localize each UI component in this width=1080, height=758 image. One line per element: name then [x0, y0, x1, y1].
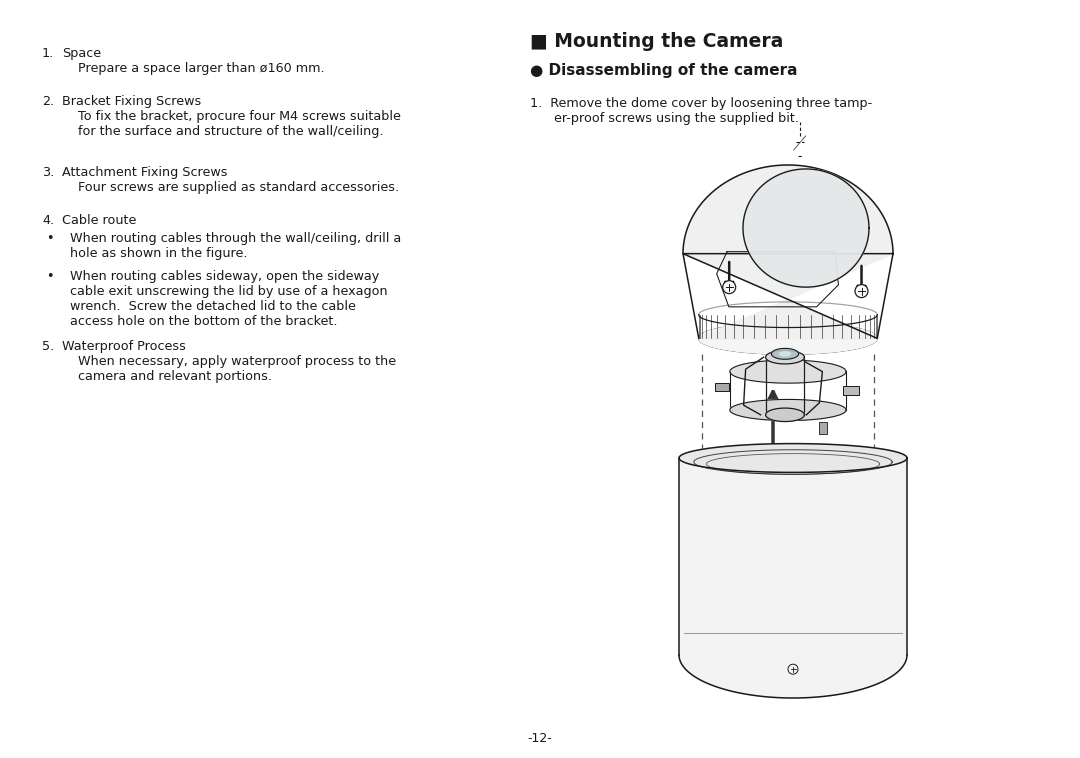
- Text: •: •: [46, 270, 54, 283]
- Text: 4.: 4.: [42, 214, 54, 227]
- Text: 3.: 3.: [42, 166, 54, 179]
- Text: When routing cables through the wall/ceiling, drill a: When routing cables through the wall/cei…: [70, 232, 402, 245]
- Text: ● Disassembling of the camera: ● Disassembling of the camera: [530, 63, 797, 78]
- Polygon shape: [730, 360, 846, 383]
- Polygon shape: [679, 443, 907, 472]
- Polygon shape: [679, 458, 907, 698]
- Text: er-proof screws using the supplied bit.: er-proof screws using the supplied bit.: [530, 112, 799, 125]
- Text: Bracket Fixing Screws: Bracket Fixing Screws: [62, 95, 201, 108]
- Bar: [819, 422, 827, 434]
- Bar: [843, 386, 860, 395]
- Text: 1.  Remove the dome cover by loosening three tamp-: 1. Remove the dome cover by loosening th…: [530, 97, 873, 110]
- Polygon shape: [771, 349, 798, 359]
- Polygon shape: [730, 399, 846, 421]
- Circle shape: [788, 664, 798, 674]
- Text: When necessary, apply waterproof process to the: When necessary, apply waterproof process…: [78, 355, 396, 368]
- Text: cable exit unscrewing the lid by use of a hexagon: cable exit unscrewing the lid by use of …: [70, 285, 388, 298]
- Text: Cable route: Cable route: [62, 214, 136, 227]
- Text: When routing cables sideway, open the sideway: When routing cables sideway, open the si…: [70, 270, 379, 283]
- Text: ■ Mounting the Camera: ■ Mounting the Camera: [530, 32, 783, 51]
- Polygon shape: [780, 352, 791, 356]
- Text: •: •: [46, 232, 54, 245]
- Text: 2.: 2.: [42, 95, 54, 108]
- Text: 5.: 5.: [42, 340, 54, 353]
- Text: -12-: -12-: [528, 732, 552, 745]
- Text: Space: Space: [62, 47, 102, 60]
- Circle shape: [723, 280, 735, 293]
- Text: Attachment Fixing Screws: Attachment Fixing Screws: [62, 166, 228, 179]
- Text: access hole on the bottom of the bracket.: access hole on the bottom of the bracket…: [70, 315, 337, 328]
- Polygon shape: [699, 323, 877, 354]
- Text: for the surface and structure of the wall/ceiling.: for the surface and structure of the wal…: [78, 125, 383, 138]
- Polygon shape: [766, 350, 805, 364]
- Polygon shape: [683, 165, 893, 338]
- Bar: [715, 383, 729, 391]
- Text: camera and relevant portions.: camera and relevant portions.: [78, 370, 272, 383]
- Text: hole as shown in the figure.: hole as shown in the figure.: [70, 247, 247, 260]
- Circle shape: [855, 284, 868, 298]
- Text: To fix the bracket, procure four M4 screws suitable: To fix the bracket, procure four M4 scre…: [78, 110, 401, 123]
- Text: Four screws are supplied as standard accessories.: Four screws are supplied as standard acc…: [78, 181, 400, 194]
- Polygon shape: [766, 408, 805, 421]
- Text: Prepare a space larger than ø160 mm.: Prepare a space larger than ø160 mm.: [78, 62, 325, 75]
- Text: wrench.  Screw the detached lid to the cable: wrench. Screw the detached lid to the ca…: [70, 300, 356, 313]
- Polygon shape: [743, 169, 869, 287]
- Text: Waterproof Process: Waterproof Process: [62, 340, 186, 353]
- Text: 1.: 1.: [42, 47, 54, 60]
